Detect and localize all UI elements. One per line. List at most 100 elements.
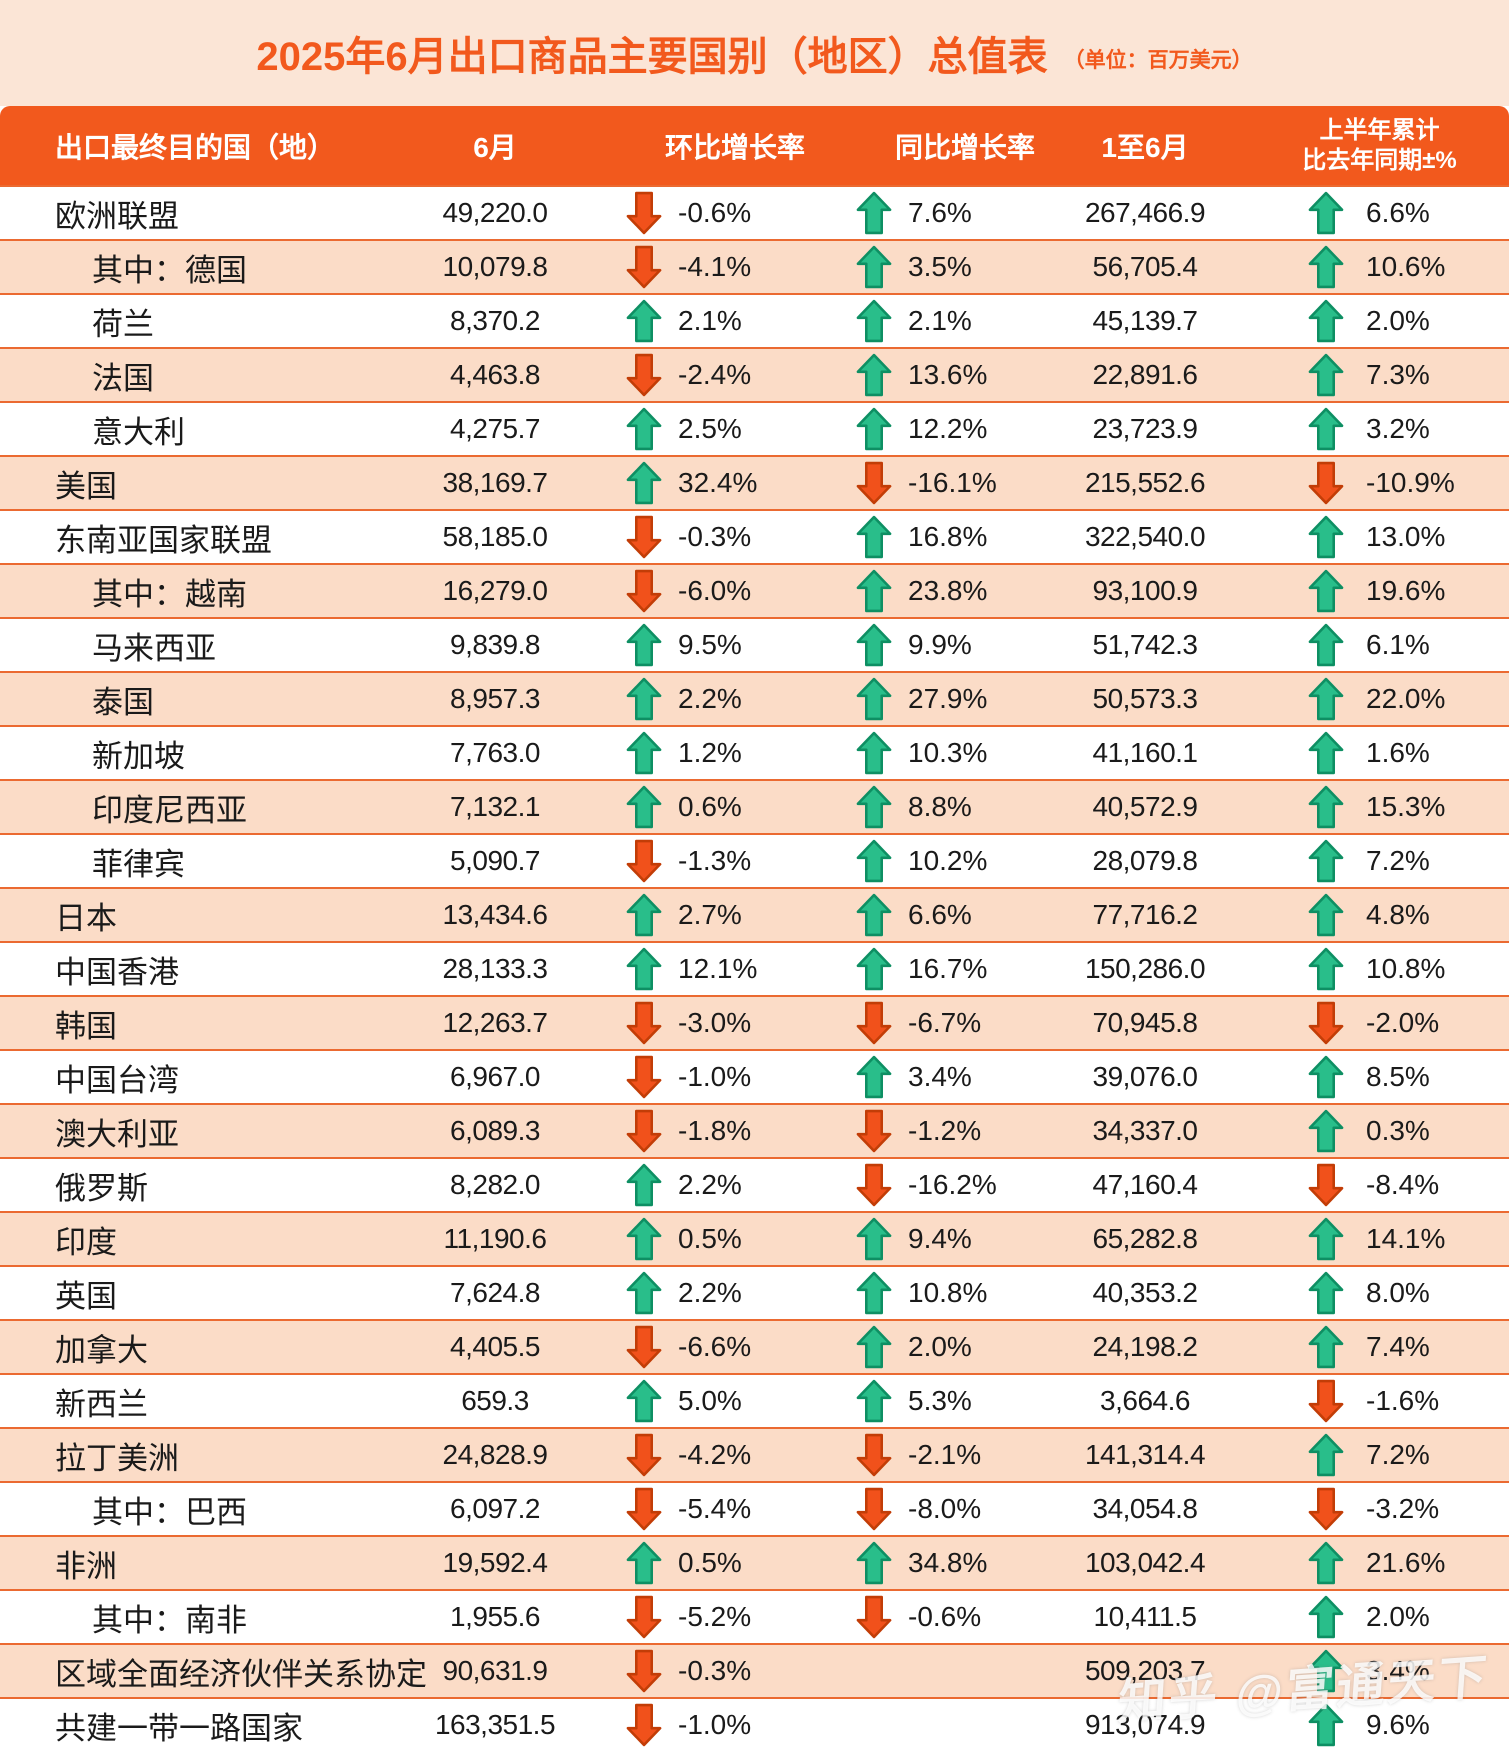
mom-growth-cell: -1.8% <box>620 1105 850 1157</box>
june-value: 11,190.6 <box>443 1223 547 1254</box>
half-year-growth-cell: 7.3% <box>1290 349 1509 401</box>
mom-growth-cell: 0.6% <box>620 781 850 833</box>
up-arrow-icon <box>1308 407 1344 451</box>
half-year-growth-cell: 2.0% <box>1290 1591 1509 1643</box>
mom-growth-cell: 2.2% <box>620 1159 850 1211</box>
half-year-growth-cell: -2.0% <box>1290 997 1509 1049</box>
yoy-growth-cell: -16.2% <box>850 1159 1080 1211</box>
june-value: 4,275.7 <box>450 413 540 444</box>
june-value: 90,631.9 <box>442 1655 549 1686</box>
up-arrow-icon <box>1308 731 1344 775</box>
percent-value: 6.6% <box>908 899 972 930</box>
yoy-growth-cell <box>850 1645 1080 1697</box>
june-value: 10,079.8 <box>442 251 549 282</box>
half-year-growth-cell: -1.6% <box>1290 1375 1509 1427</box>
percent-value: 19.6% <box>1366 575 1446 606</box>
percent-value: 22.0% <box>1366 683 1446 714</box>
half-year-growth-cell: 8.0% <box>1290 1267 1509 1319</box>
down-arrow-icon <box>1308 1001 1344 1045</box>
june-value: 12,263.7 <box>442 1007 549 1038</box>
percent-value: 5.0% <box>678 1385 742 1416</box>
percent-value: 10.3% <box>908 737 988 768</box>
percent-value: 8.8% <box>908 791 972 822</box>
percent-value: 14.1% <box>1366 1223 1446 1254</box>
june-value: 4,463.8 <box>450 359 540 390</box>
up-arrow-icon <box>856 1055 892 1099</box>
jan-jun-value: 267,466.9 <box>1084 197 1206 228</box>
page-title: 2025年6月出口商品主要国别（地区）总值表 <box>256 35 1048 79</box>
percent-value: 1.2% <box>678 737 742 768</box>
mom-growth-cell: 0.5% <box>620 1213 850 1265</box>
jan-jun-value: 23,723.9 <box>1092 413 1199 444</box>
jan-jun-value: 34,054.8 <box>1092 1493 1199 1524</box>
percent-value: 8.5% <box>1366 1061 1430 1092</box>
percent-value: -1.2% <box>908 1115 982 1146</box>
percent-value: 7.4% <box>1366 1331 1430 1362</box>
up-arrow-icon <box>1308 785 1344 829</box>
country-name: 其中：德国 <box>92 252 247 288</box>
country-name: 区域全面经济伙伴关系协定 <box>55 1656 427 1692</box>
percent-value: 0.5% <box>678 1547 742 1578</box>
table-row: 俄罗斯 8,282.0 2.2% -16.2% 47,160.4 -8.4% <box>0 1157 1509 1211</box>
down-arrow-icon <box>626 1595 662 1639</box>
yoy-growth-cell: 12.2% <box>850 403 1080 455</box>
yoy-growth-cell: -0.6% <box>850 1591 1080 1643</box>
jan-jun-value: 913,074.9 <box>1084 1709 1206 1740</box>
percent-value: -6.6% <box>678 1331 752 1362</box>
yoy-growth-cell: 10.3% <box>850 727 1080 779</box>
half-year-growth-cell: 9.6% <box>1290 1699 1509 1751</box>
yoy-growth-cell: 23.8% <box>850 565 1080 617</box>
down-arrow-icon <box>856 1109 892 1153</box>
percent-value: -3.2% <box>1366 1493 1440 1524</box>
mom-growth-cell: -1.3% <box>620 835 850 887</box>
june-value: 38,169.7 <box>442 467 549 498</box>
percent-value: 2.1% <box>678 305 742 336</box>
percent-value: 7.2% <box>1366 1439 1430 1470</box>
country-name: 中国台湾 <box>55 1062 179 1098</box>
june-value: 49,220.0 <box>442 197 549 228</box>
table-row: 中国台湾 6,967.0 -1.0% 3.4% 39,076.0 8.5% <box>0 1049 1509 1103</box>
half-year-growth-cell: 22.0% <box>1290 673 1509 725</box>
june-value: 58,185.0 <box>442 521 549 552</box>
up-arrow-icon <box>1308 1703 1344 1747</box>
half-year-growth-cell: 0.3% <box>1290 1105 1509 1157</box>
percent-value: 10.8% <box>908 1277 988 1308</box>
table-row: 东南亚国家联盟 58,185.0 -0.3% 16.8% 322,540.0 13.0% <box>0 509 1509 563</box>
up-arrow-icon <box>856 1217 892 1261</box>
up-arrow-icon <box>1308 1433 1344 1477</box>
jan-jun-value: 150,286.0 <box>1084 953 1206 984</box>
percent-value: 2.1% <box>908 305 972 336</box>
table-row: 新加坡 7,763.0 1.2% 10.3% 41,160.1 1.6% <box>0 725 1509 779</box>
percent-value: 9.4% <box>908 1223 972 1254</box>
table-row: 加拿大 4,405.5 -6.6% 2.0% 24,198.2 7.4% <box>0 1319 1509 1373</box>
yoy-growth-cell: -2.1% <box>850 1429 1080 1481</box>
country-name: 新加坡 <box>92 738 185 774</box>
june-value: 1,955.6 <box>450 1601 540 1632</box>
mom-growth-cell: -3.0% <box>620 997 850 1049</box>
percent-value: -1.6% <box>1366 1385 1440 1416</box>
mom-growth-cell: -5.4% <box>620 1483 850 1535</box>
country-name: 印度尼西亚 <box>92 792 247 828</box>
down-arrow-icon <box>1308 1163 1344 1207</box>
up-arrow-icon <box>626 1271 662 1315</box>
column-header-jan-jun: 1至6月 <box>1101 131 1189 163</box>
column-header-destination: 出口最终目的国（地） <box>55 131 336 163</box>
table-row: 中国香港 28,133.3 12.1% 16.7% 150,286.0 10.8% <box>0 941 1509 995</box>
jan-jun-value: 509,203.7 <box>1084 1655 1206 1686</box>
percent-value: -0.3% <box>678 521 752 552</box>
country-name: 非洲 <box>55 1548 117 1584</box>
mom-growth-cell: 9.5% <box>620 619 850 671</box>
percent-value: 2.0% <box>1366 305 1430 336</box>
up-arrow-icon <box>856 569 892 613</box>
country-name: 印度 <box>55 1224 117 1260</box>
yoy-growth-cell: 13.6% <box>850 349 1080 401</box>
yoy-growth-cell: 27.9% <box>850 673 1080 725</box>
up-arrow-icon <box>856 299 892 343</box>
jan-jun-value: 141,314.4 <box>1084 1439 1206 1470</box>
percent-value: 32.4% <box>678 467 758 498</box>
up-arrow-icon <box>1308 515 1344 559</box>
country-name: 日本 <box>55 900 117 936</box>
half-year-growth-cell: 6.6% <box>1290 187 1509 239</box>
half-year-growth-cell: 21.6% <box>1290 1537 1509 1589</box>
percent-value: 2.2% <box>678 1169 742 1200</box>
